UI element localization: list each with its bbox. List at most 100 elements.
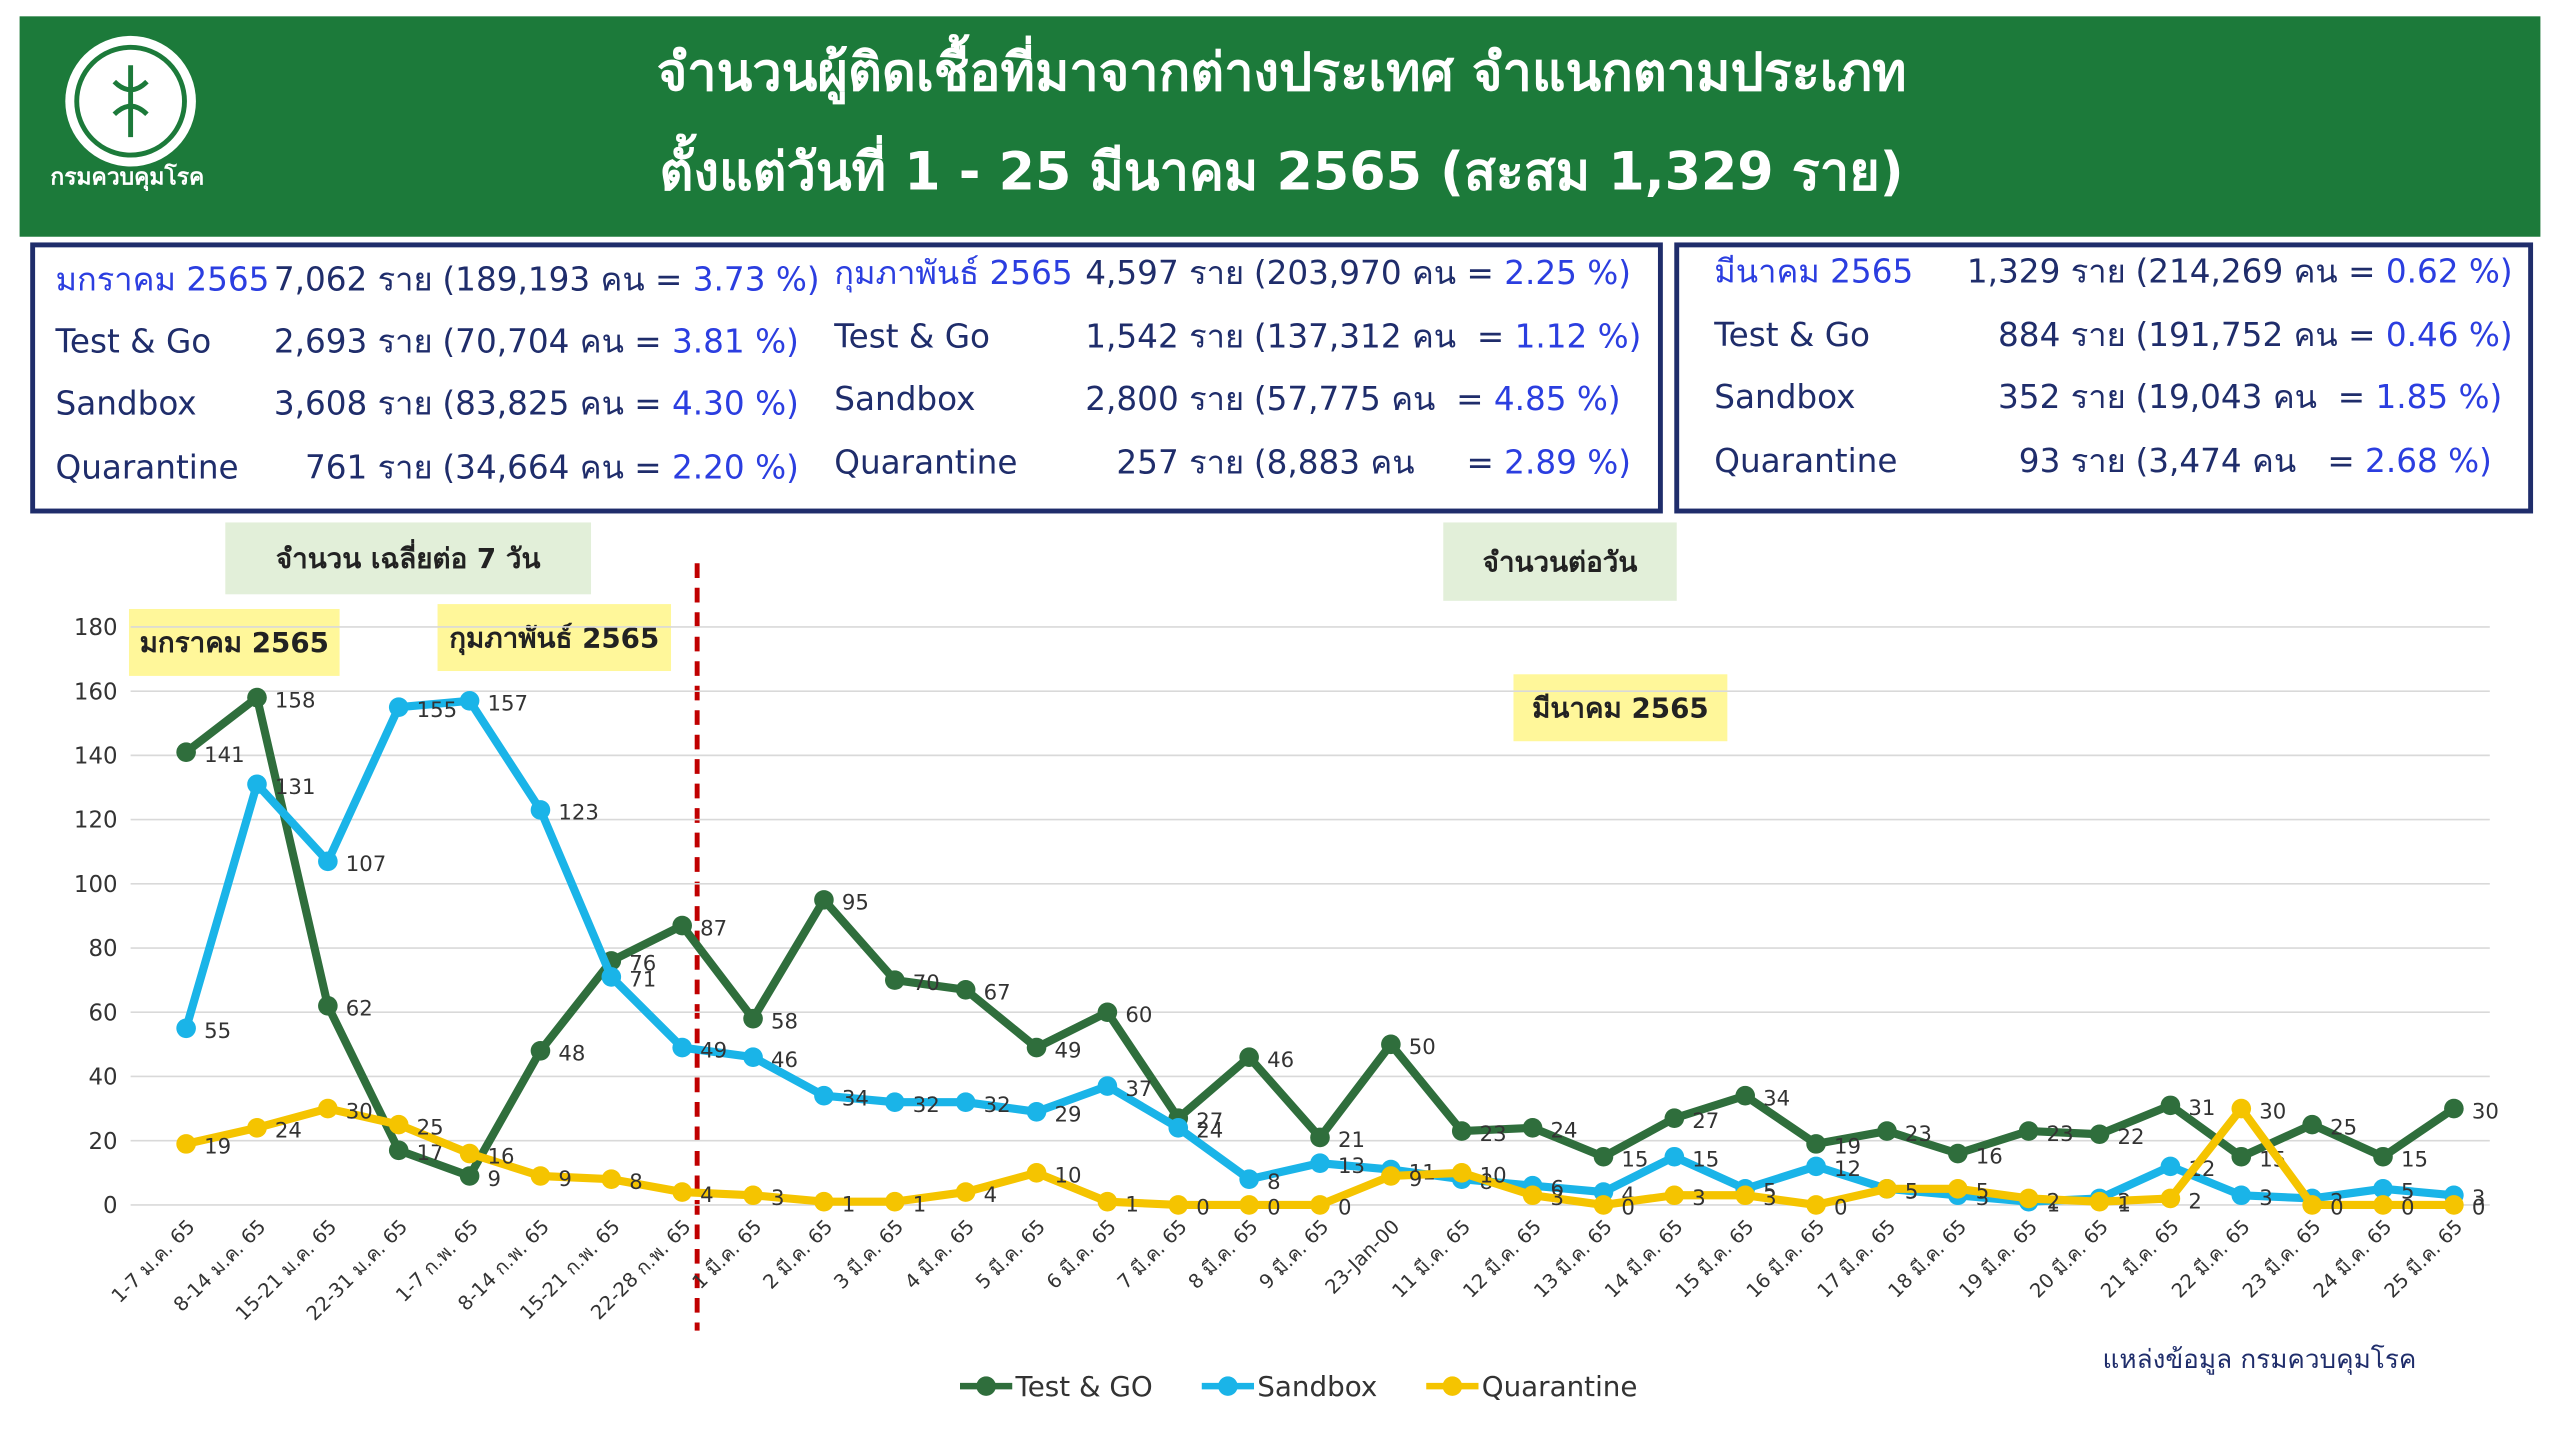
row-label: Sandbox (834, 380, 975, 418)
x-tick-label: 4 มี.ค. 65 (900, 1215, 979, 1294)
note-box (225, 522, 592, 595)
row-count: 2,800 ราย (1085, 380, 1244, 418)
row-percent: 2.89 %) (1504, 443, 1631, 481)
header-band (19, 16, 2541, 237)
data-label: 16 (488, 1144, 515, 1169)
legend-marker (1442, 1376, 1463, 1396)
data-label: 4 (984, 1183, 998, 1208)
x-tick-label: 5 มี.ค. 65 (971, 1215, 1050, 1294)
summary-box (30, 242, 1663, 514)
data-label: 15 (2401, 1148, 2428, 1173)
point (2160, 1156, 2181, 1177)
y-tick-label: 100 (74, 872, 118, 898)
data-label: 60 (1125, 1003, 1152, 1028)
series-line (183, 693, 2457, 1181)
row-detail: (3,474 คน = 2.68 %) (2136, 442, 2492, 480)
point (1026, 1101, 1047, 1122)
row-population: (191,752 คน = (2136, 316, 2386, 354)
point (1168, 1118, 1189, 1138)
data-label: 37 (1125, 1077, 1152, 1102)
data-label: 25 (417, 1115, 444, 1140)
row-population: (8,883 คน = (1254, 443, 1504, 481)
y-tick-label: 160 (74, 679, 118, 705)
data-label: 5 (1976, 1180, 1990, 1205)
row-detail: (8,883 คน = 2.89 %) (1254, 443, 1631, 481)
title: จำนวนผู้ติดเชื้อที่มาจากต่างประเทศ จำแนก… (657, 34, 1907, 105)
point (672, 915, 692, 936)
data-label: 55 (204, 1019, 231, 1044)
row-detail: (203,970 คน = 2.25 %) (1254, 254, 1631, 292)
point (955, 1092, 976, 1112)
data-label: 9 (488, 1167, 502, 1192)
data-label: 58 (771, 1009, 798, 1034)
data-label: 5 (1905, 1180, 1919, 1205)
data-label: 0 (2401, 1196, 2415, 1221)
point (1522, 1185, 1543, 1206)
row-label: Sandbox (1714, 378, 1855, 416)
x-tick-label: 3 มี.ค. 65 (829, 1215, 908, 1294)
data-label: 1 (2117, 1192, 2131, 1217)
row-count: 93 ราย (2019, 442, 2126, 480)
data-label: 67 (984, 981, 1011, 1006)
point (1522, 1118, 1543, 1138)
data-label: 0 (1338, 1196, 1352, 1221)
point (2089, 1191, 2110, 1212)
data-label: 9 (558, 1167, 572, 1192)
note-box (437, 604, 672, 672)
data-label: 46 (771, 1048, 798, 1073)
row-label: Quarantine (1714, 442, 1897, 480)
data-label: 31 (2188, 1096, 2215, 1121)
data-label: 30 (2259, 1099, 2286, 1124)
y-tick-label: 80 (88, 936, 117, 962)
point (530, 1040, 551, 1061)
data-label: 0 (2472, 1196, 2486, 1221)
note-box (1513, 674, 1728, 742)
point (1097, 1076, 1118, 1096)
row-population: (214,269 คน = (2136, 252, 2386, 290)
row-population: (19,043 คน = (2136, 378, 2376, 416)
row-count: 4,597 ราย (1085, 254, 1244, 292)
row-population: (3,474 คน = (2136, 442, 2366, 480)
data-label: 0 (1196, 1196, 1210, 1221)
point (459, 690, 480, 711)
y-tick-label: 20 (88, 1129, 117, 1155)
data-label: 62 (346, 997, 373, 1022)
point (1381, 1166, 1401, 1186)
point (2444, 1098, 2464, 1119)
logo-ring (74, 44, 187, 158)
row-percent: 3.81 %) (672, 323, 799, 361)
row-percent: 1.85 %) (2375, 378, 2502, 416)
legend-marker (976, 1376, 996, 1396)
point (672, 1037, 692, 1058)
data-label: 19 (204, 1135, 231, 1160)
row-percent: 1.12 %) (1515, 318, 1642, 356)
legend-label: Sandbox (1257, 1370, 1377, 1403)
point (672, 1182, 692, 1202)
note-text: จำนวน เฉลี่ยต่อ 7 วัน (276, 538, 541, 575)
data-label: 13 (1338, 1154, 1365, 1179)
x-tick-label: 2 มี.ค. 65 (759, 1215, 838, 1294)
point (1664, 1146, 1685, 1167)
data-label: 32 (984, 1093, 1011, 1118)
row-detail: (137,312 คน = 1.12 %) (1254, 318, 1642, 356)
row-count: 761 ราย (305, 448, 433, 486)
data-label: 10 (1054, 1164, 1081, 1189)
data-label: 157 (488, 692, 529, 717)
data-label: 24 (275, 1119, 302, 1144)
point (1026, 1162, 1047, 1183)
data-label: 123 (558, 801, 599, 826)
point (743, 1047, 763, 1067)
row-count: 7,062 ราย (274, 261, 433, 299)
point (1310, 1195, 1330, 1215)
point (388, 1140, 409, 1161)
summary-box (1674, 242, 2534, 514)
point (2231, 1146, 2252, 1167)
y-tick-label: 120 (74, 808, 118, 834)
point (1877, 1121, 1897, 1141)
row-count: 2,693 ราย (274, 323, 433, 361)
data-label: 32 (913, 1093, 940, 1118)
row-label: Test & Go (833, 318, 990, 356)
point (2160, 1095, 2181, 1116)
point (814, 1191, 834, 1212)
